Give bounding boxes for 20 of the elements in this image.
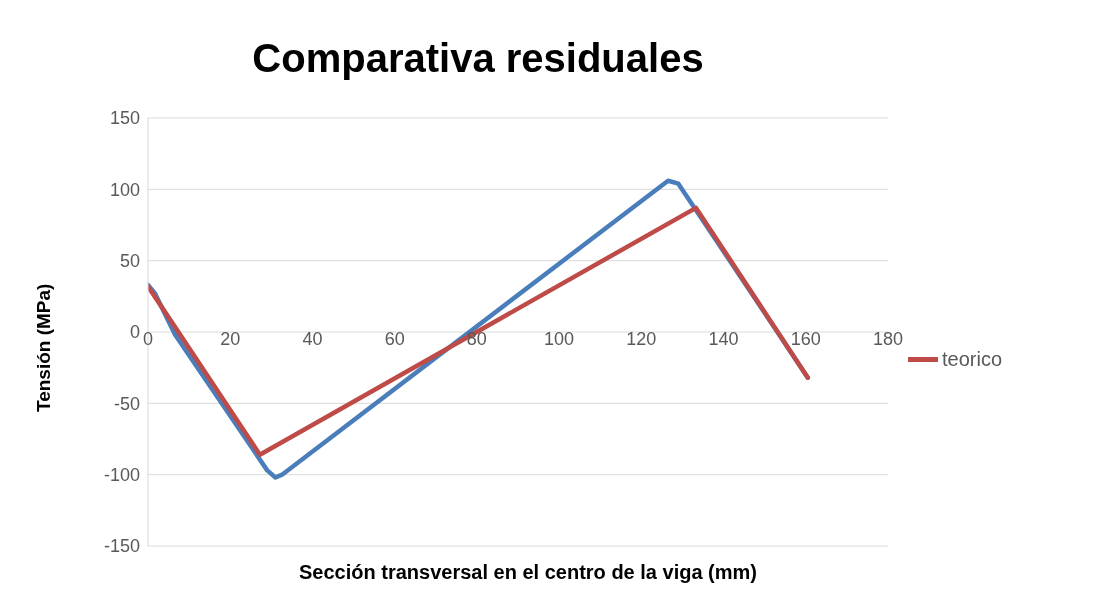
- y-tick-label: 50: [119, 251, 140, 272]
- x-tick-label: 0: [142, 328, 154, 349]
- x-tick-label: 40: [302, 328, 323, 349]
- x-tick-label: 60: [384, 328, 405, 349]
- y-axis-title: Tensión (MPa): [32, 283, 54, 412]
- y-tick-label: -100: [103, 465, 140, 486]
- chart-title: Comparativa residuales: [251, 36, 705, 81]
- y-tick-label: -150: [103, 536, 140, 557]
- y-tick-label: -50: [113, 393, 140, 414]
- x-tick-label: 120: [626, 328, 657, 349]
- x-tick-label: 180: [872, 328, 904, 349]
- x-axis-title: Sección transversal en el centro de la viga (mm): [298, 561, 758, 584]
- x-tick-label: 20: [220, 328, 241, 349]
- y-tick-label: 100: [109, 179, 140, 200]
- legend-label: teorico: [942, 348, 1003, 371]
- x-tick-label: 100: [544, 328, 575, 349]
- x-tick-label: 140: [708, 328, 739, 349]
- x-tick-label: 160: [790, 328, 821, 349]
- x-tick-label: 80: [466, 328, 487, 349]
- y-tick-label: 150: [109, 108, 140, 129]
